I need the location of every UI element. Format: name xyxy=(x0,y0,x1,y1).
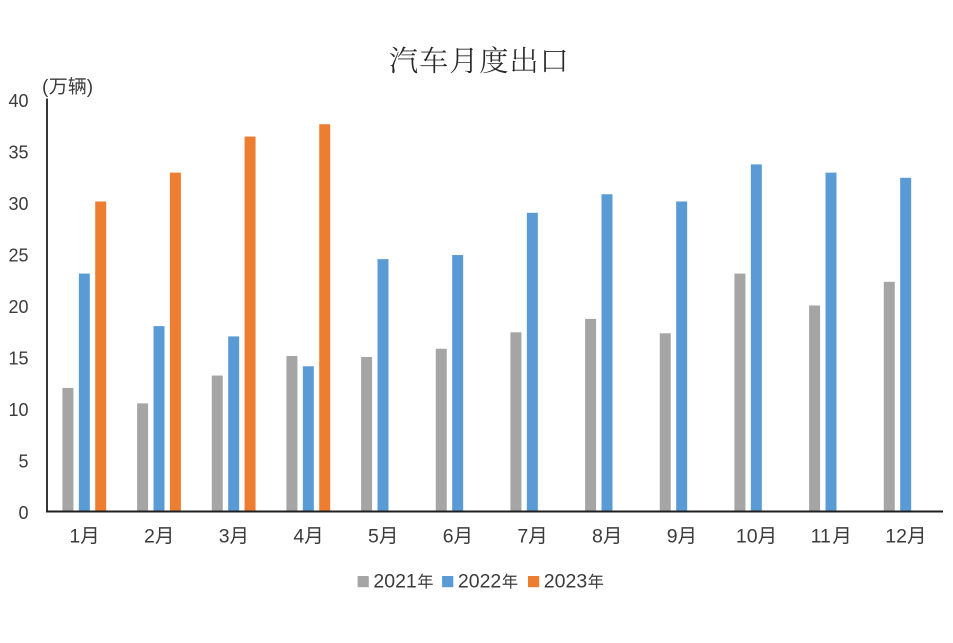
svg-text:5: 5 xyxy=(368,526,379,548)
svg-text:2: 2 xyxy=(144,526,155,548)
svg-text:2022: 2022 xyxy=(458,570,501,592)
svg-text:40: 40 xyxy=(8,91,28,111)
svg-text:15: 15 xyxy=(8,348,28,368)
svg-text:4: 4 xyxy=(293,526,304,548)
svg-text:12: 12 xyxy=(885,526,907,548)
svg-text:35: 35 xyxy=(8,142,28,162)
svg-text:1: 1 xyxy=(69,526,80,548)
svg-text:2023: 2023 xyxy=(544,570,587,592)
svg-text:10: 10 xyxy=(8,400,28,420)
svg-text:7: 7 xyxy=(517,526,528,548)
svg-text:10: 10 xyxy=(736,526,758,548)
svg-text:5: 5 xyxy=(18,451,28,471)
svg-text:(: ( xyxy=(42,77,49,98)
svg-text:20: 20 xyxy=(8,297,28,317)
svg-text:): ) xyxy=(87,77,93,98)
svg-text:9: 9 xyxy=(667,526,678,548)
svg-text:25: 25 xyxy=(8,245,28,265)
svg-text:11: 11 xyxy=(811,526,831,548)
svg-text:3: 3 xyxy=(219,526,230,548)
svg-text:2021: 2021 xyxy=(373,570,416,592)
svg-text:8: 8 xyxy=(592,526,603,548)
svg-text:6: 6 xyxy=(443,526,454,548)
svg-text:30: 30 xyxy=(8,194,28,214)
svg-text:0: 0 xyxy=(18,503,28,523)
